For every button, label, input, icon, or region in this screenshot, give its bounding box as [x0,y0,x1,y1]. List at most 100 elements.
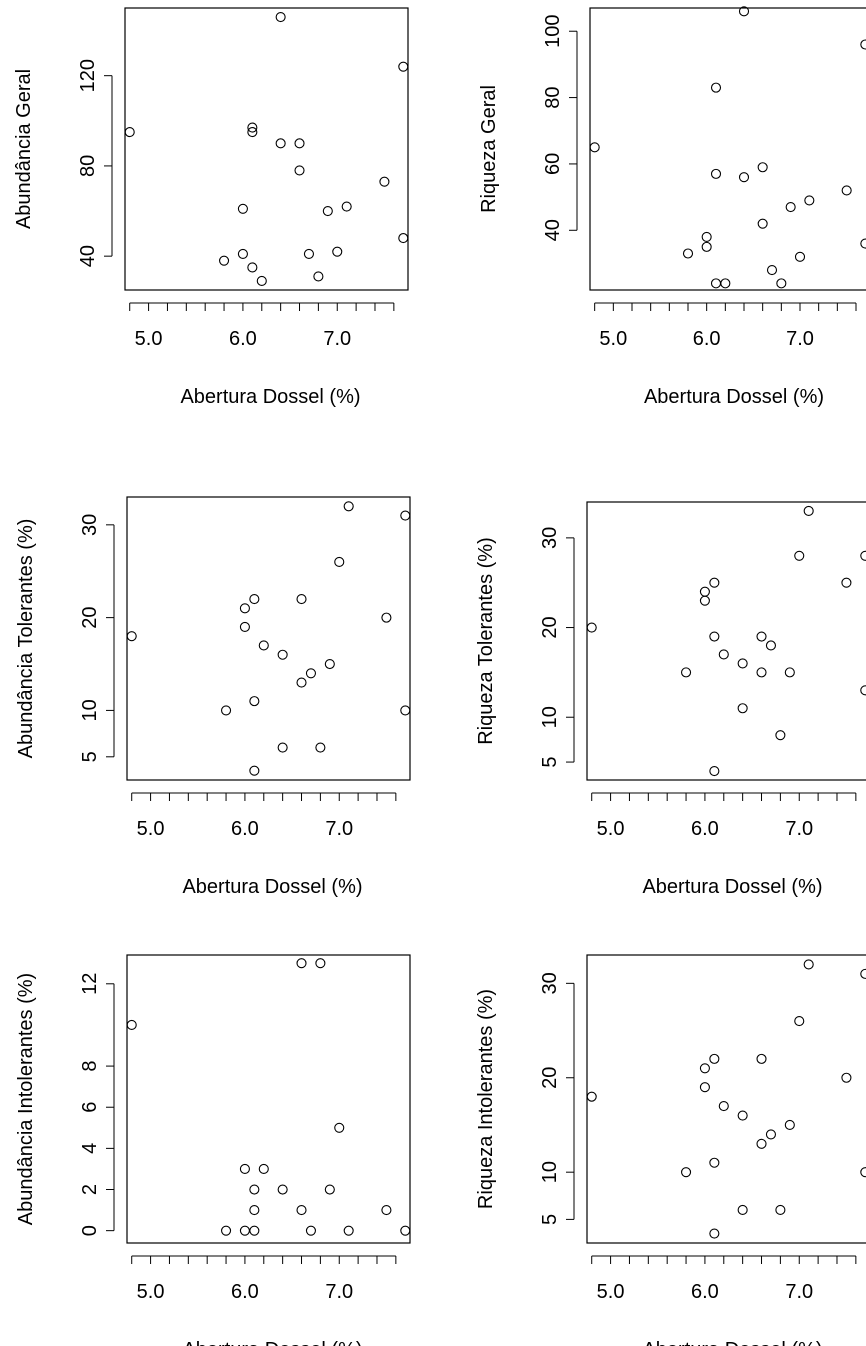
data-point [322,205,333,217]
x-tick-label: 6.0 [693,328,721,350]
data-point [738,6,750,17]
y-tick-label: 120 [77,59,99,92]
data-point [709,1053,720,1064]
data-point [765,640,777,651]
data-point [757,162,768,173]
y-tick-label: 5 [539,757,561,768]
data-point [313,271,324,282]
y-tick-label: 80 [542,86,564,108]
y-axis-title: Riqueza Geral [478,85,500,213]
data-point [258,640,269,651]
y-tick-label: 80 [77,155,99,177]
data-point [738,172,750,183]
data-point [126,631,137,642]
x-tick-label: 7.0 [325,1281,353,1303]
x-tick-label: 5.0 [597,818,625,840]
scatter-panel-6: 5.0 6.0 7.0 5 10 20 30 Abertura Dossel (%) Rique… [475,954,866,1346]
data-point [737,658,748,669]
data-point [737,1204,748,1216]
data-point [737,703,748,714]
data-point [237,248,248,259]
data-point [332,246,343,257]
data-point [860,968,866,979]
data-point [249,696,260,707]
data-point [709,577,720,588]
data-point [841,1072,852,1083]
y-tick-label: 6 [79,1102,101,1113]
data-point [841,577,852,588]
plot-frame [124,7,409,291]
data-point [776,278,787,289]
y-tick-label: 30 [539,972,561,994]
data-point [239,621,250,632]
data-point [256,275,267,287]
y-tick-label: 2 [79,1184,101,1195]
x-axis-title: Abertura Dossel (%) [180,386,360,408]
data-point [785,202,796,213]
scatter-panel-1: 5.0 6.0 7.0 40 80 120 Abertura Dossel (%) Abund… [13,7,409,408]
data-point [794,1016,805,1027]
data-point [766,265,778,276]
data-point [860,685,866,696]
plot-frame [126,496,411,781]
data-point [221,1225,232,1236]
data-point [315,958,326,969]
data-point [277,1184,288,1195]
y-tick-label: 5 [539,1214,561,1225]
data-point [247,127,258,138]
data-point [710,82,722,93]
data-point [680,667,692,678]
data-point [249,765,260,776]
data-point [247,262,258,273]
data-point [305,668,317,679]
data-point [324,1184,335,1195]
data-point [258,1163,269,1174]
data-point [699,1063,710,1074]
data-point [794,550,805,561]
data-point [699,586,710,597]
data-point [680,1167,692,1178]
scatter-panel-4: 5.0 6.0 7.0 5 10 20 30 Abertura Dossel (%) Rique… [475,501,866,898]
data-point [294,165,305,176]
plot-frame [586,501,866,781]
data-point [682,248,694,259]
data-point [296,677,307,688]
data-point [803,505,814,517]
data-point [860,1167,866,1178]
data-point [400,510,411,521]
x-tick-label: 7.0 [325,818,353,840]
y-tick-label: 4 [79,1143,101,1154]
data-point [296,1205,307,1216]
y-axis-title: Riqueza Intolerantes (%) [475,989,497,1209]
y-tick-label: 30 [539,527,561,549]
data-point [305,1225,317,1236]
y-axis-title: Abundância Geral [13,69,35,229]
y-tick-label: 0 [79,1225,101,1236]
data-point [699,1082,710,1093]
data-point [219,255,230,266]
x-axis-title: Abertura Dossel (%) [644,386,824,408]
data-point [699,595,710,606]
data-point [400,705,411,716]
data-point [804,195,815,206]
x-tick-label: 6.0 [691,818,719,840]
y-tick-label: 30 [79,514,101,536]
data-point [784,1119,795,1131]
x-tick-label: 7.0 [323,328,351,350]
data-point [294,138,305,149]
data-point [586,622,597,633]
data-point [756,667,767,678]
x-axis-title: Abertura Dossel (%) [182,1339,362,1346]
y-tick-label: 12 [79,973,101,995]
data-point [239,603,250,614]
data-point [239,1163,250,1174]
y-tick-label: 20 [539,1067,561,1089]
data-point [343,1225,354,1236]
y-tick-label: 20 [539,616,561,638]
scatter-panel-3: 5.0 6.0 7.0 5 10 20 30 Abertura Dossel (%) Abund… [15,496,411,898]
data-point [221,705,232,716]
y-tick-label: 20 [79,606,101,628]
data-point [239,1225,250,1236]
data-point [277,742,288,753]
data-point [860,550,866,561]
